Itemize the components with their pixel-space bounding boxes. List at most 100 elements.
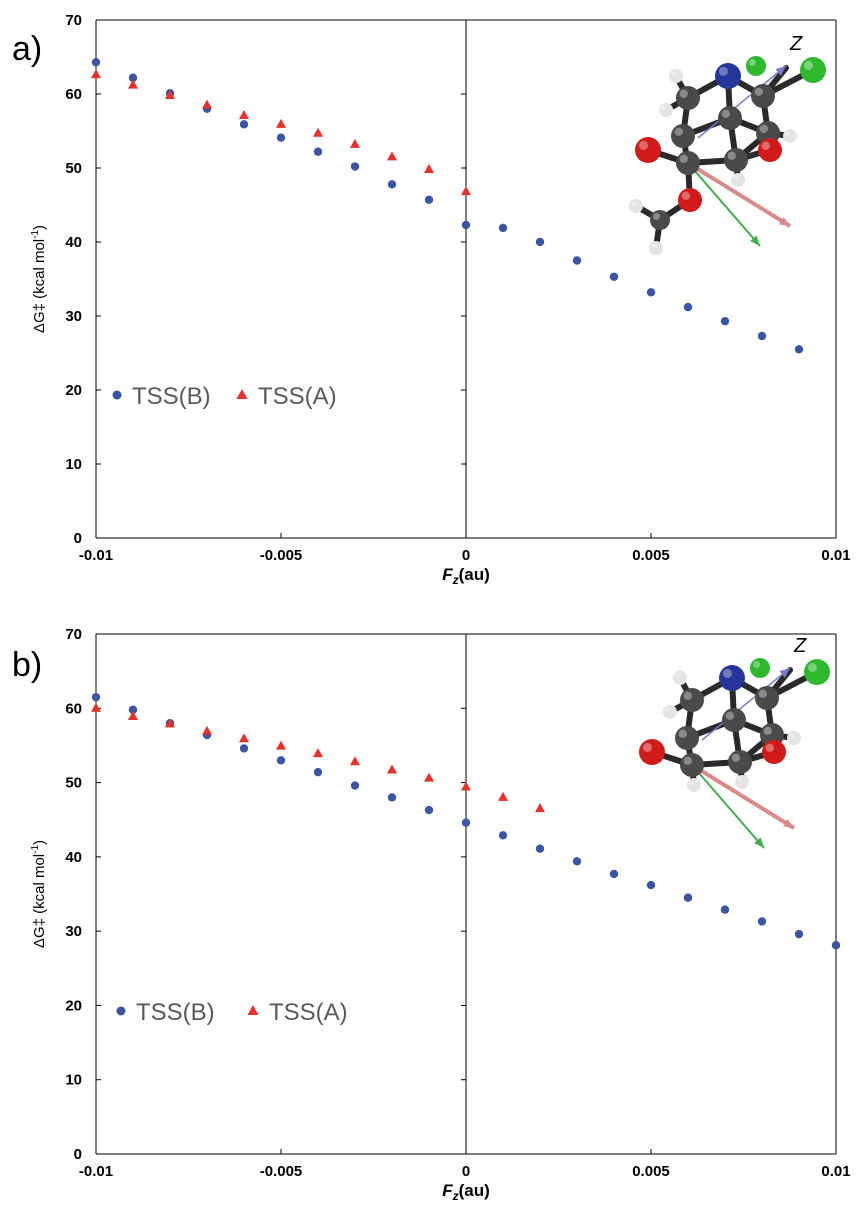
z-axis-arrow — [697, 65, 787, 139]
data-point-circle — [276, 133, 286, 142]
hydrogen-atom — [731, 173, 745, 187]
data-point-triangle — [91, 702, 101, 712]
y-tick-label: 30 — [65, 308, 82, 325]
legend: TSS(B) TSS(A) — [112, 383, 337, 410]
chlorine-atom — [800, 57, 826, 83]
oxygen-atom-highlight — [642, 742, 652, 752]
legend-label: TSS(A) — [269, 999, 348, 1026]
x-tick-label: -0.005 — [260, 547, 303, 564]
data-point-triangle — [461, 781, 471, 791]
data-point-circle — [461, 220, 471, 230]
data-point-triangle — [202, 725, 212, 735]
carbon-atom-highlight — [683, 756, 692, 765]
data-point-circle — [609, 272, 619, 281]
data-point-circle — [683, 893, 693, 902]
data-point-circle — [757, 331, 767, 341]
chart-panel-b: b) 0 10 20 30 40 50 60 70 -0.01 -0.005 0 0.005 0.01 Fz… — [12, 626, 851, 1203]
y-tick-label: 70 — [65, 626, 82, 643]
oxygen-atom — [758, 138, 782, 162]
data-point-circle — [535, 844, 545, 853]
y-tick-label: 50 — [65, 775, 82, 792]
dipole-arrow — [691, 764, 765, 849]
data-point-circle — [350, 781, 360, 790]
nitrogen-atom — [715, 63, 741, 89]
carbon-atom-highlight — [653, 213, 660, 220]
x-tick-label: 0 — [462, 1163, 470, 1180]
hydrogen-atom — [629, 199, 643, 213]
x-tick-label: 0.01 — [821, 547, 850, 564]
carbon-atom-highlight — [679, 154, 688, 163]
carbon-atom-highlight — [679, 89, 688, 98]
x-tick-label: 0 — [462, 547, 470, 564]
y-axis-title: ΔG‡ (kcal mol-1) — [30, 225, 48, 333]
carbon-atom-highlight — [725, 711, 734, 720]
chlorine-atom — [746, 56, 766, 76]
data-point-circle — [313, 147, 323, 156]
carbon-atom-highlight — [721, 109, 730, 118]
data-point-triangle — [424, 163, 434, 173]
carbon-atom — [676, 86, 700, 110]
data-point-circle — [720, 316, 730, 326]
x-axis-title: Fz(au) — [442, 1181, 490, 1203]
x-tick-label: -0.005 — [260, 1163, 303, 1180]
dipole-arrow-head — [754, 837, 764, 848]
dipole-arrow — [687, 162, 761, 247]
legend-label: TSS(B) — [136, 999, 215, 1026]
data-point-triangle — [313, 748, 323, 758]
data-point-triangle — [498, 791, 508, 801]
data-point-circle — [498, 223, 508, 233]
data-point-circle — [313, 767, 323, 777]
molecule-inset: Z — [629, 33, 826, 255]
y-tick-label: 20 — [65, 382, 82, 399]
z-axis-arrow — [701, 667, 791, 741]
carbon-atom — [722, 708, 746, 732]
carbon-atom — [676, 151, 700, 175]
carbon-atom-highlight — [763, 726, 772, 735]
y-tick-label: 60 — [65, 86, 82, 103]
chlorine-atom-highlight — [749, 59, 756, 66]
data-point-circle — [239, 120, 249, 129]
hydrogen-atom-highlight — [661, 105, 666, 110]
carbon-atom — [755, 686, 779, 710]
series-tssa — [91, 702, 545, 813]
data-point-circle — [91, 57, 101, 67]
hydrogen-atom — [669, 69, 683, 83]
data-point-triangle — [424, 772, 434, 782]
hydrogen-atom — [649, 241, 663, 255]
data-point-triangle — [128, 79, 138, 89]
legend-marker-circle — [112, 390, 122, 400]
hydrogen-atom — [659, 103, 673, 117]
hydrogen-atom-highlight — [737, 777, 742, 782]
data-point-circle — [683, 302, 693, 312]
x-tick-label: 0.005 — [632, 547, 670, 564]
chlorine-atom — [750, 658, 770, 678]
hydrogen-atom — [735, 775, 749, 789]
chlorine-atom — [804, 659, 830, 685]
y-tick-label: 20 — [65, 997, 82, 1014]
chlorine-atom-highlight — [803, 60, 813, 70]
data-point-circle — [128, 73, 138, 82]
molecule-inset: Z — [639, 635, 830, 849]
hydrogen-atom-highlight — [789, 733, 794, 738]
data-point-triangle — [387, 764, 397, 774]
nitrogen-atom-highlight — [718, 66, 728, 76]
data-point-triangle — [535, 803, 545, 813]
hydrogen-atom-highlight — [733, 175, 738, 180]
chlorine-atom-highlight — [753, 661, 760, 668]
data-point-triangle — [165, 89, 175, 99]
hydrogen-atom-highlight — [665, 707, 670, 712]
y-tick-label: 40 — [65, 234, 82, 251]
y-tick-label: 10 — [65, 456, 82, 473]
y-axis-title: ΔG‡ (kcal mol-1) — [30, 840, 48, 948]
y-tick-label: 70 — [65, 12, 82, 29]
data-point-triangle — [461, 186, 471, 196]
carbon-atom-highlight — [754, 87, 763, 96]
field-arrow-head — [783, 819, 794, 828]
legend: TSS(B) TSS(A) — [116, 999, 348, 1026]
data-point-circle — [831, 941, 841, 950]
x-axis-title: Fz(au) — [442, 565, 490, 587]
x-tick-label: -0.01 — [79, 1163, 113, 1180]
data-point-circle — [646, 288, 656, 297]
data-point-triangle — [387, 151, 397, 161]
